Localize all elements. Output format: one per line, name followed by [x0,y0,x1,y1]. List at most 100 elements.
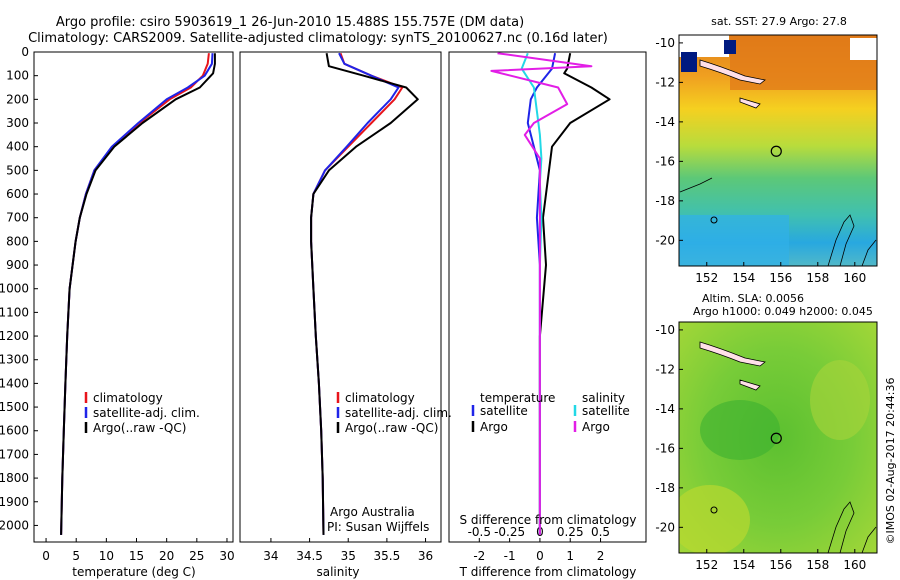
salinity-xlabel: salinity [316,565,359,579]
difference-series-lines [490,52,611,535]
depth-tick-label: 2000 [0,518,29,532]
sla-map-frame [678,321,878,554]
x-tick-label: -2 [473,549,485,563]
reference-marker [710,506,718,514]
series-line-temperature-argo [538,53,611,535]
sst-map-frame [678,34,878,267]
sla-map-title-line1: Altim. SLA: 0.0056 [702,292,804,305]
legend-label-climatology: climatology [345,391,415,405]
depth-tick-label: 300 [6,116,29,130]
temperature-panel: 0100200300400500600700800900100011001200… [0,45,235,579]
difference-panel: -2 -1 0 1 2 -0.5 -0.25 0 0.25 0.5 temperature sa… [448,51,647,579]
x-tick-label: -1 [504,549,516,563]
reference-marker [710,216,718,224]
temperature-plot-frame [33,51,234,543]
lat-tick-label: -12 [655,75,675,89]
legend-label-sal-argo: Argo [582,420,610,434]
coastline [739,379,761,391]
depth-tick-label: 0 [21,45,29,59]
x-tick-label: 5 [72,549,80,563]
salinity-panel: 34 34.5 35 35.5 36 climatology satellite-adj… [239,51,452,579]
salinity-plot-frame [239,51,442,543]
series-line-salinity-argo [490,52,593,535]
x-tick-label: 35.5 [374,549,401,563]
sla-map-title-line2: Argo h1000: 0.049 h2000: 0.045 [693,305,873,318]
series-line-argo-raw-qc- [310,53,419,535]
lat-tick-label: -16 [655,154,675,168]
legend-label-sal-satellite: satellite [582,404,630,418]
legend-label-satellite: satellite-adj. clim. [345,406,452,420]
lon-tick-label: 160 [843,271,866,285]
lon-tick-label: 154 [732,271,755,285]
coastline [739,97,761,109]
x-tick-label: 10 [99,549,114,563]
lon-tick-label: 152 [695,271,718,285]
lon-tick-label: 158 [806,271,829,285]
depth-tick-label: 1400 [0,376,29,390]
sst-nodata-patch [679,35,729,57]
lon-tick-label: 154 [732,558,755,572]
sla-high-patch [679,485,750,553]
series-line-satellite-adj-clim- [60,53,214,535]
x-tick-label: 36 [418,549,433,563]
contour [861,239,877,266]
argo-position-marker [770,432,782,444]
sst-map-field [679,35,877,266]
t-difference-xlabel: T difference from climatology [459,565,637,579]
x-tick-label: 0 [536,549,544,563]
sla-map-ticks: 152 154 156 158 160 -10 -12 -14 -16 -18 -20 [655,323,866,572]
contour [827,501,855,553]
s-diff-tick-label: -0.5 [468,525,491,539]
s-diff-tick-label: 0.25 [557,525,584,539]
depth-tick-label: 400 [6,140,29,154]
depth-axis-ticks: 0 100 200 300 400 500 600 700 800 900 1000 1100 1200… [0,45,38,532]
sla-high-patch [810,360,870,440]
sla-map-field [679,322,877,553]
salinity-series-lines [310,52,419,535]
depth-tick-label: 1600 [0,424,29,438]
difference-plot-frame [448,51,647,543]
argo-australia-credit: Argo Australia [330,505,415,519]
x-tick-label: 1 [566,549,574,563]
depth-tick-label: 100 [6,69,29,83]
lon-tick-label: 156 [769,271,792,285]
lat-tick-label: -18 [655,481,675,495]
depth-tick-label: 500 [6,163,29,177]
sst-navy-patch [724,40,736,54]
x-tick-label: 34.5 [296,549,323,563]
depth-tick-label: 1100 [0,305,29,319]
lon-tick-label: 152 [695,558,718,572]
lat-tick-label: -20 [655,233,675,247]
contour [679,177,713,193]
depth-tick-label: 1700 [0,447,29,461]
legend-label-argo: Argo(..raw -QC) [345,421,438,435]
lat-tick-label: -14 [655,115,675,129]
depth-tick-label: 600 [6,187,29,201]
legend-label-temp-argo: Argo [480,420,508,434]
x-tick-label: 15 [129,549,144,563]
argo-position-marker [770,145,782,157]
legend-title-temperature: temperature [480,391,555,405]
depth-tick-label: 200 [6,92,29,106]
legend-label-satellite: satellite-adj. clim. [93,406,200,420]
imos-credit: ©IMOS 02-Aug-2017 20:44:36 [884,378,897,545]
salinity-legend: climatology satellite-adj. clim. Argo(..… [336,391,452,435]
lat-tick-label: -16 [655,441,675,455]
legend-title-salinity: salinity [582,391,625,405]
sst-cool-patch [679,215,789,266]
series-line-argo-raw-qc- [60,53,216,535]
figure-title-line1: Argo profile: csiro 5903619_1 26-Jun-201… [56,15,524,30]
sst-map-panel: sat. SST: 27.9 Argo: 27.8 152 154 156 158 16… [655,15,878,285]
s-diff-tick-label: -0.25 [494,525,525,539]
lon-tick-label: 156 [769,558,792,572]
x-tick-label: 30 [219,549,234,563]
legend-label-argo: Argo(..raw -QC) [93,421,186,435]
depth-tick-label: 1800 [0,471,29,485]
lon-tick-label: 158 [806,558,829,572]
depth-tick-label: 1300 [0,353,29,367]
x-tick-label: 35 [341,549,356,563]
sst-navy-patch [681,52,697,72]
salinity-axis-ticks: 34 34.5 35 35.5 36 [263,538,433,563]
figure-title-line2: Climatology: CARS2009. Satellite-adjuste… [28,31,608,46]
